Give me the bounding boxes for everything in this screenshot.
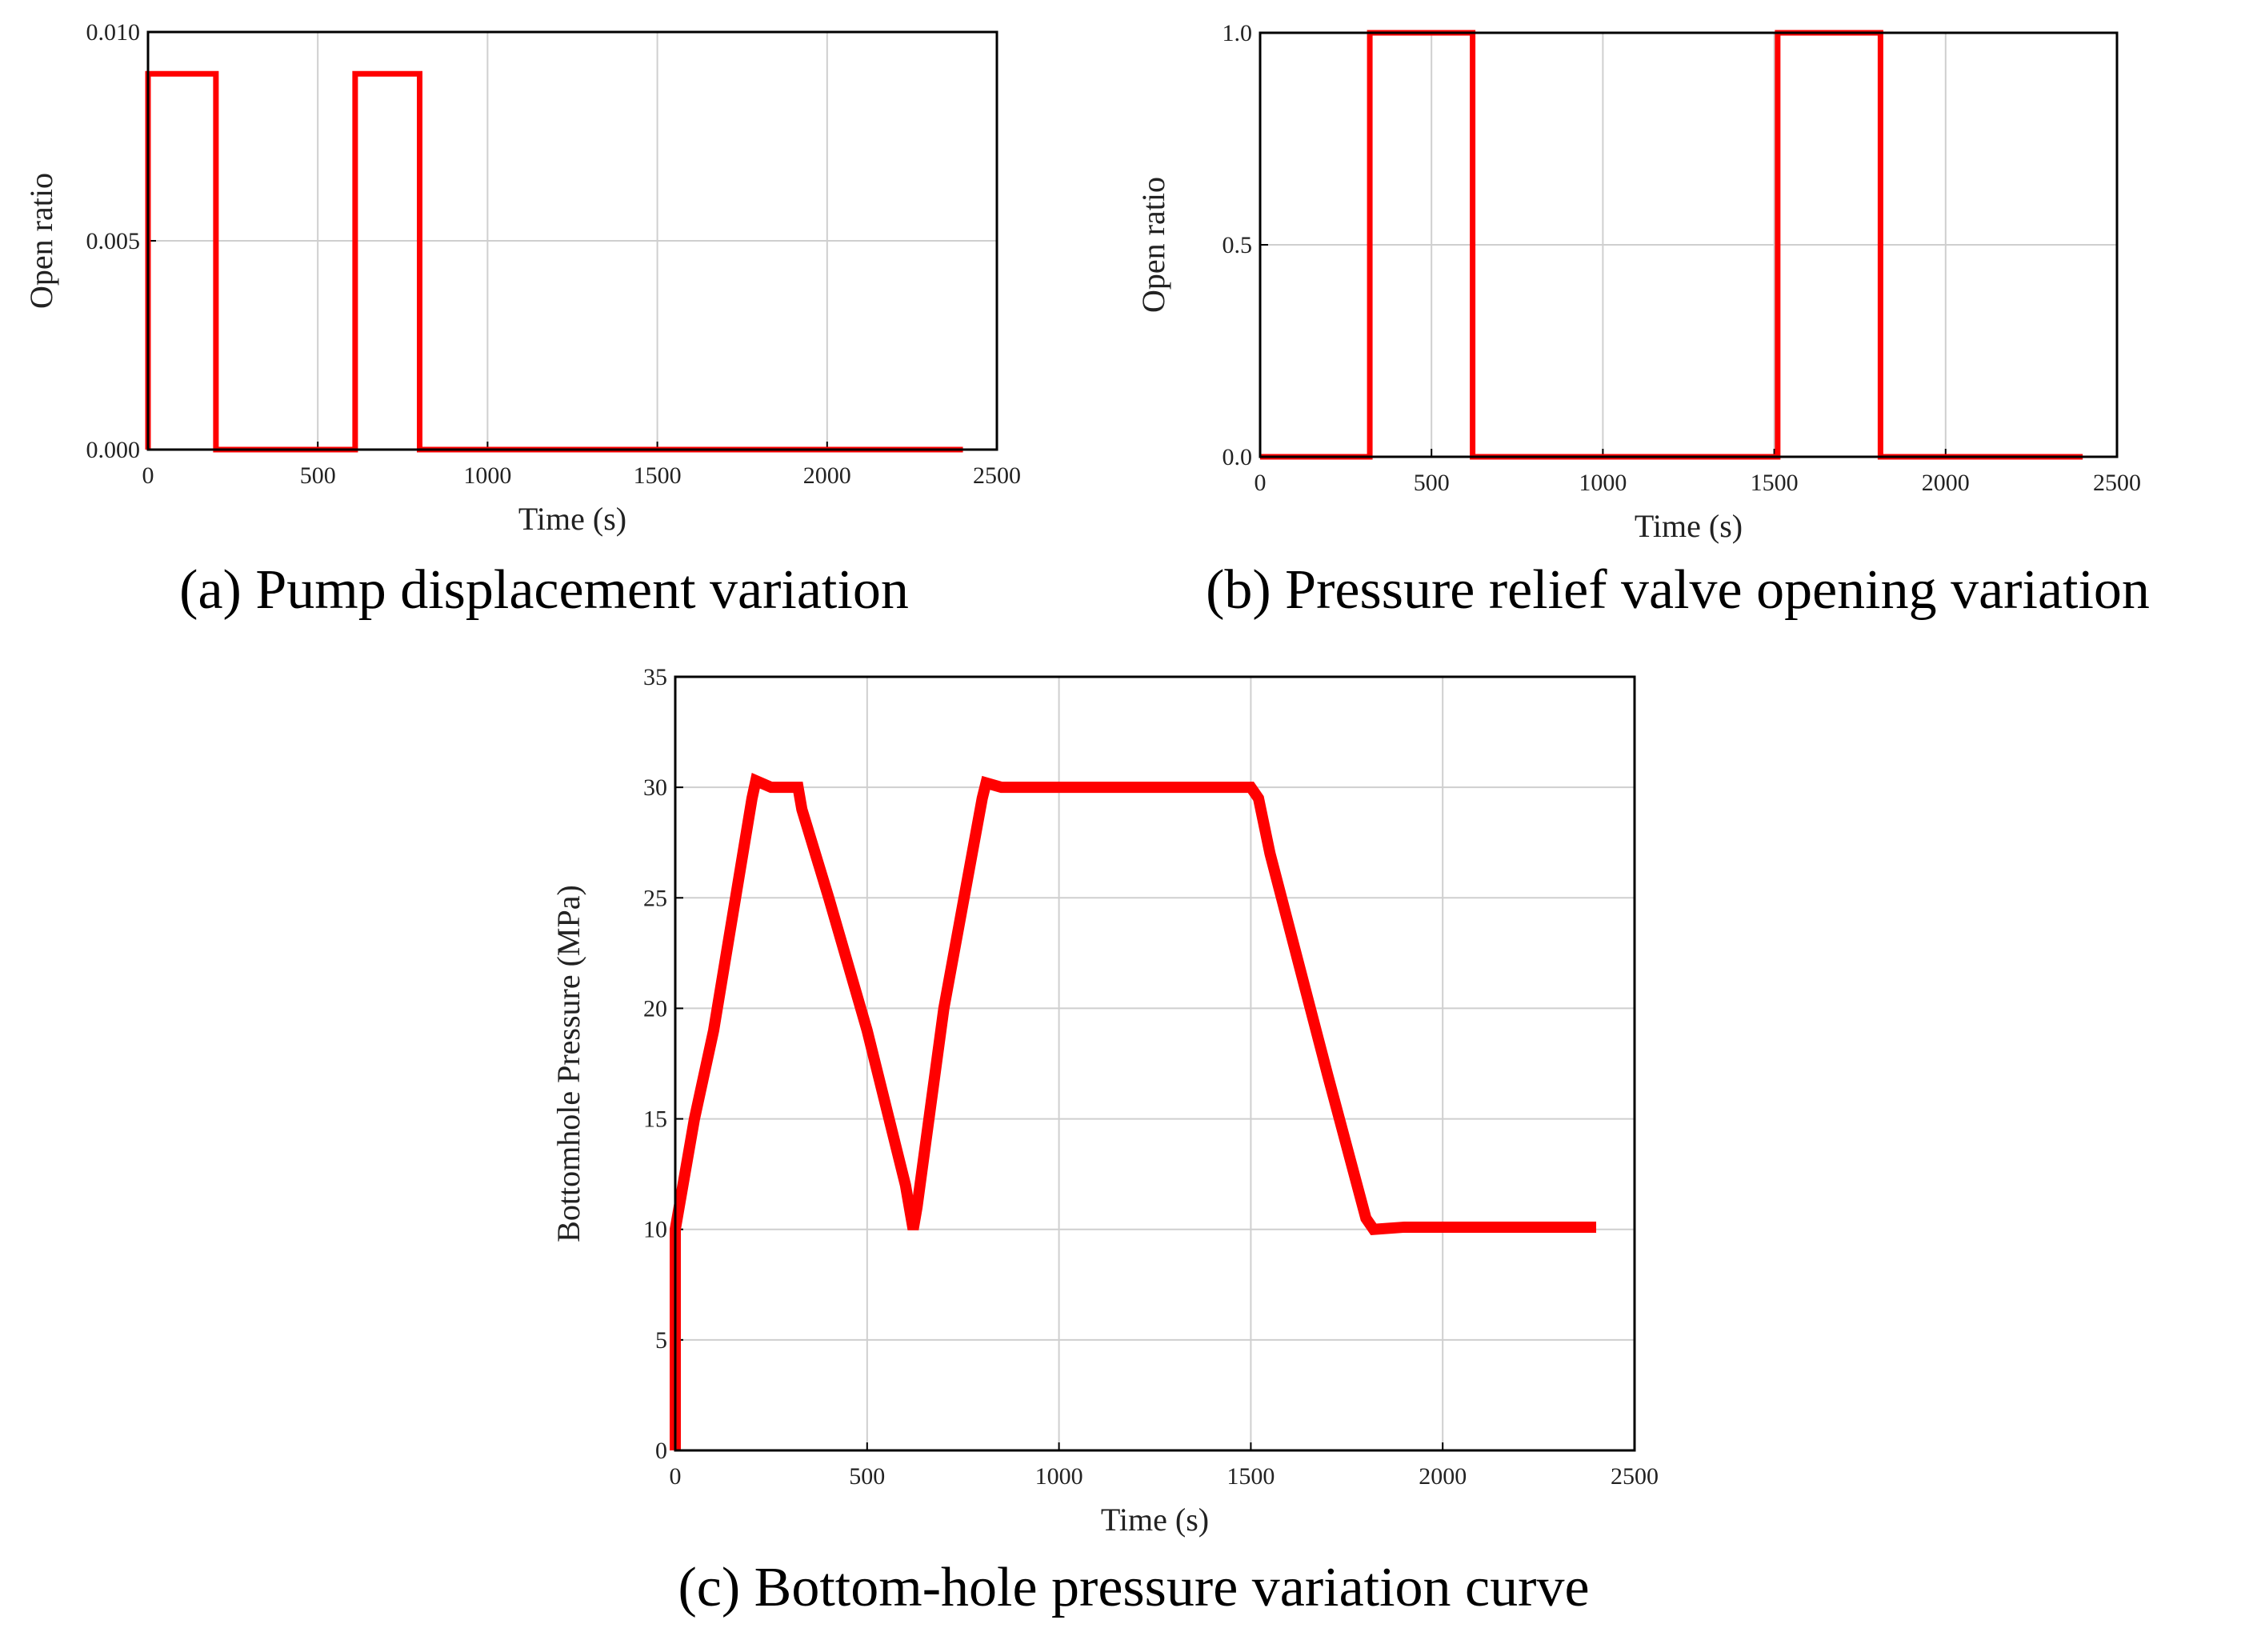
x-tick-label: 0 <box>670 1463 682 1490</box>
y-tick-label: 35 <box>643 664 667 690</box>
x-axis-label: Time (s) <box>518 501 626 537</box>
x-tick-label: 2000 <box>803 462 851 489</box>
x-tick-label: 1000 <box>463 462 511 489</box>
x-tick-label: 2500 <box>973 462 1021 489</box>
data-line <box>670 773 1597 1450</box>
plot-frame <box>1259 31 2119 458</box>
x-tick-label: 2500 <box>1611 1463 1659 1490</box>
y-tick-label: 15 <box>643 1106 667 1133</box>
y-tick-label: 1.0 <box>1223 20 1253 46</box>
y-tick-label: 0 <box>655 1438 667 1464</box>
chart: 0.0 0.5 1.0 0 500 1000 1500 2000 2500 Time (s) Ope… <box>1135 20 2150 621</box>
data-line <box>145 70 963 453</box>
x-tick-label: 1000 <box>1579 470 1627 496</box>
y-tick-label: 0.000 <box>86 437 141 463</box>
plot-frame <box>674 675 1636 1452</box>
x-tick-label: 1000 <box>1035 1463 1083 1490</box>
y-tick-label: 0.005 <box>86 228 141 254</box>
x-tick-label: 500 <box>849 1463 885 1490</box>
x-tick-label: 1500 <box>1227 1463 1275 1490</box>
x-tick-label: 2500 <box>2093 470 2141 496</box>
x-tick-label: 500 <box>300 462 336 489</box>
chart: 0 5 10 15 20 25 30 35 0 500 1000 1500 2000 2500 Time (… <box>550 664 1659 1618</box>
y-tick-label: 0.0 <box>1223 444 1253 470</box>
y-axis-label: Open ratio <box>23 173 59 309</box>
y-tick-label: 10 <box>643 1217 667 1243</box>
x-tick-label: 2000 <box>1922 470 1970 496</box>
y-tick-label: 0.010 <box>86 19 141 46</box>
y-tick-label: 30 <box>643 774 667 801</box>
x-axis-label: Time (s) <box>1635 508 1743 544</box>
caption: (a) Pump displacement variation <box>179 559 909 621</box>
x-axis-label: Time (s) <box>1101 1502 1209 1538</box>
chart: 0.000 0.005 0.010 0 500 1000 1500 2000 2500 Time … <box>23 19 1021 621</box>
x-tick-label: 0 <box>142 462 154 489</box>
caption: (c) Bottom-hole pressure variation curve <box>678 1557 1589 1618</box>
y-tick-label: 0.5 <box>1223 232 1253 258</box>
caption: (b) Pressure relief valve opening variat… <box>1206 559 2150 621</box>
y-axis-label: Bottomhole Pressure (MPa) <box>550 885 586 1242</box>
x-tick-label: 1500 <box>634 462 682 489</box>
y-tick-label: 5 <box>655 1327 667 1354</box>
x-tick-label: 1500 <box>1751 470 1799 496</box>
x-tick-label: 2000 <box>1419 1463 1467 1490</box>
plot-frame <box>146 30 998 451</box>
y-tick-label: 25 <box>643 885 667 911</box>
x-tick-label: 0 <box>1255 470 1267 496</box>
x-tick-label: 500 <box>1414 470 1450 496</box>
y-axis-label: Open ratio <box>1135 177 1171 313</box>
y-tick-label: 20 <box>643 995 667 1022</box>
